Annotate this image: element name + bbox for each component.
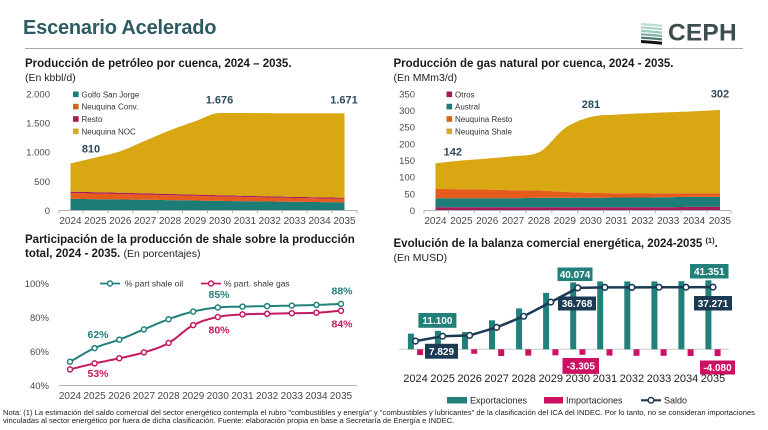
svg-text:2.000: 2.000 xyxy=(26,90,50,101)
svg-text:2024: 2024 xyxy=(59,391,82,402)
svg-text:2025: 2025 xyxy=(450,216,473,227)
svg-text:100%: 100% xyxy=(25,279,50,290)
svg-text:150: 150 xyxy=(399,156,415,167)
svg-text:2028: 2028 xyxy=(159,216,182,227)
svg-text:2033: 2033 xyxy=(647,373,671,385)
svg-text:2028: 2028 xyxy=(157,391,180,402)
svg-text:84%: 84% xyxy=(331,319,353,331)
svg-text:2030: 2030 xyxy=(580,216,603,227)
svg-text:Neuquina NOC: Neuquina NOC xyxy=(82,127,136,136)
svg-text:2025: 2025 xyxy=(84,216,107,227)
svg-text:2031: 2031 xyxy=(231,391,254,402)
svg-text:2032: 2032 xyxy=(259,216,282,227)
svg-text:50: 50 xyxy=(404,189,415,200)
svg-text:% part. shale gas: % part. shale gas xyxy=(224,279,290,289)
svg-text:80%: 80% xyxy=(30,313,50,324)
svg-text:2029: 2029 xyxy=(554,216,577,227)
svg-text:Neuquina Conv.: Neuquina Conv. xyxy=(82,103,139,112)
svg-text:2026: 2026 xyxy=(108,391,131,402)
svg-text:2032: 2032 xyxy=(631,216,654,227)
svg-text:2024: 2024 xyxy=(424,216,447,227)
svg-text:2025: 2025 xyxy=(430,373,454,385)
svg-text:2030: 2030 xyxy=(566,373,590,385)
svg-text:302: 302 xyxy=(711,89,729,101)
svg-text:2033: 2033 xyxy=(657,216,680,227)
svg-text:2033: 2033 xyxy=(284,216,307,227)
svg-text:2035: 2035 xyxy=(701,373,725,385)
svg-text:Neuquina Resto: Neuquina Resto xyxy=(455,115,513,124)
svg-text:2033: 2033 xyxy=(281,391,304,402)
svg-text:2031: 2031 xyxy=(593,373,617,385)
svg-text:0: 0 xyxy=(410,206,415,217)
svg-text:11.100: 11.100 xyxy=(422,316,452,327)
svg-text:2031: 2031 xyxy=(605,216,628,227)
svg-text:Resto: Resto xyxy=(82,115,103,124)
svg-text:Otros: Otros xyxy=(455,90,475,99)
svg-text:80%: 80% xyxy=(208,325,230,337)
svg-text:-4.080: -4.080 xyxy=(703,363,732,374)
svg-text:41.351: 41.351 xyxy=(694,267,725,278)
svg-text:2034: 2034 xyxy=(308,216,331,227)
svg-text:2027: 2027 xyxy=(502,216,525,227)
svg-text:200: 200 xyxy=(399,139,415,150)
svg-text:281: 281 xyxy=(582,99,600,111)
svg-text:2027: 2027 xyxy=(133,391,156,402)
svg-text:Saldo: Saldo xyxy=(664,396,687,406)
svg-text:Neuquina Shale: Neuquina Shale xyxy=(455,127,512,136)
svg-text:2029: 2029 xyxy=(184,216,207,227)
svg-text:CEPH: CEPH xyxy=(668,21,737,45)
svg-text:Austral: Austral xyxy=(455,103,480,112)
svg-text:2026: 2026 xyxy=(457,373,481,385)
svg-text:1.500: 1.500 xyxy=(26,119,50,130)
svg-text:Importaciones: Importaciones xyxy=(566,396,623,406)
svg-text:37.271: 37.271 xyxy=(698,299,729,310)
svg-text:2035: 2035 xyxy=(333,216,356,227)
svg-text:1.676: 1.676 xyxy=(206,95,234,107)
svg-text:2034: 2034 xyxy=(683,216,706,227)
svg-text:2035: 2035 xyxy=(709,216,732,227)
svg-text:60%: 60% xyxy=(30,347,50,358)
svg-text:% part shale oil: % part shale oil xyxy=(125,279,183,289)
svg-text:250: 250 xyxy=(399,123,415,134)
svg-text:2035: 2035 xyxy=(330,391,353,402)
svg-text:2027: 2027 xyxy=(484,373,508,385)
svg-text:Golfo San Jorge: Golfo San Jorge xyxy=(82,90,140,99)
svg-text:2024: 2024 xyxy=(403,373,427,385)
svg-text:2030: 2030 xyxy=(209,216,232,227)
svg-text:350: 350 xyxy=(399,89,415,100)
svg-text:2026: 2026 xyxy=(109,216,132,227)
svg-text:142: 142 xyxy=(444,147,462,159)
svg-text:40%: 40% xyxy=(30,381,50,392)
svg-text:7.829: 7.829 xyxy=(429,347,454,358)
svg-text:2032: 2032 xyxy=(620,373,644,385)
svg-text:2026: 2026 xyxy=(476,216,499,227)
svg-text:2029: 2029 xyxy=(539,373,563,385)
svg-text:2028: 2028 xyxy=(528,216,551,227)
svg-text:53%: 53% xyxy=(87,368,109,380)
svg-text:100: 100 xyxy=(399,173,415,184)
svg-text:2028: 2028 xyxy=(511,373,535,385)
svg-text:2030: 2030 xyxy=(207,391,230,402)
svg-text:500: 500 xyxy=(34,177,50,188)
svg-text:300: 300 xyxy=(399,106,415,117)
svg-text:62%: 62% xyxy=(87,329,109,341)
svg-text:2025: 2025 xyxy=(83,391,106,402)
svg-text:88%: 88% xyxy=(331,286,353,298)
svg-text:1.671: 1.671 xyxy=(330,95,358,107)
svg-text:2032: 2032 xyxy=(256,391,279,402)
svg-text:1.000: 1.000 xyxy=(26,148,50,159)
svg-text:36.768: 36.768 xyxy=(562,299,593,310)
svg-text:2034: 2034 xyxy=(305,391,328,402)
svg-text:-3.305: -3.305 xyxy=(567,361,596,372)
svg-text:Exportaciones: Exportaciones xyxy=(470,396,528,406)
svg-text:2027: 2027 xyxy=(134,216,157,227)
svg-text:0: 0 xyxy=(45,206,50,217)
svg-text:40.074: 40.074 xyxy=(560,270,591,281)
svg-text:2024: 2024 xyxy=(59,216,82,227)
svg-text:2029: 2029 xyxy=(182,391,205,402)
svg-text:810: 810 xyxy=(82,144,100,156)
svg-text:2034: 2034 xyxy=(674,373,698,385)
svg-text:2031: 2031 xyxy=(234,216,257,227)
svg-text:85%: 85% xyxy=(208,289,230,301)
